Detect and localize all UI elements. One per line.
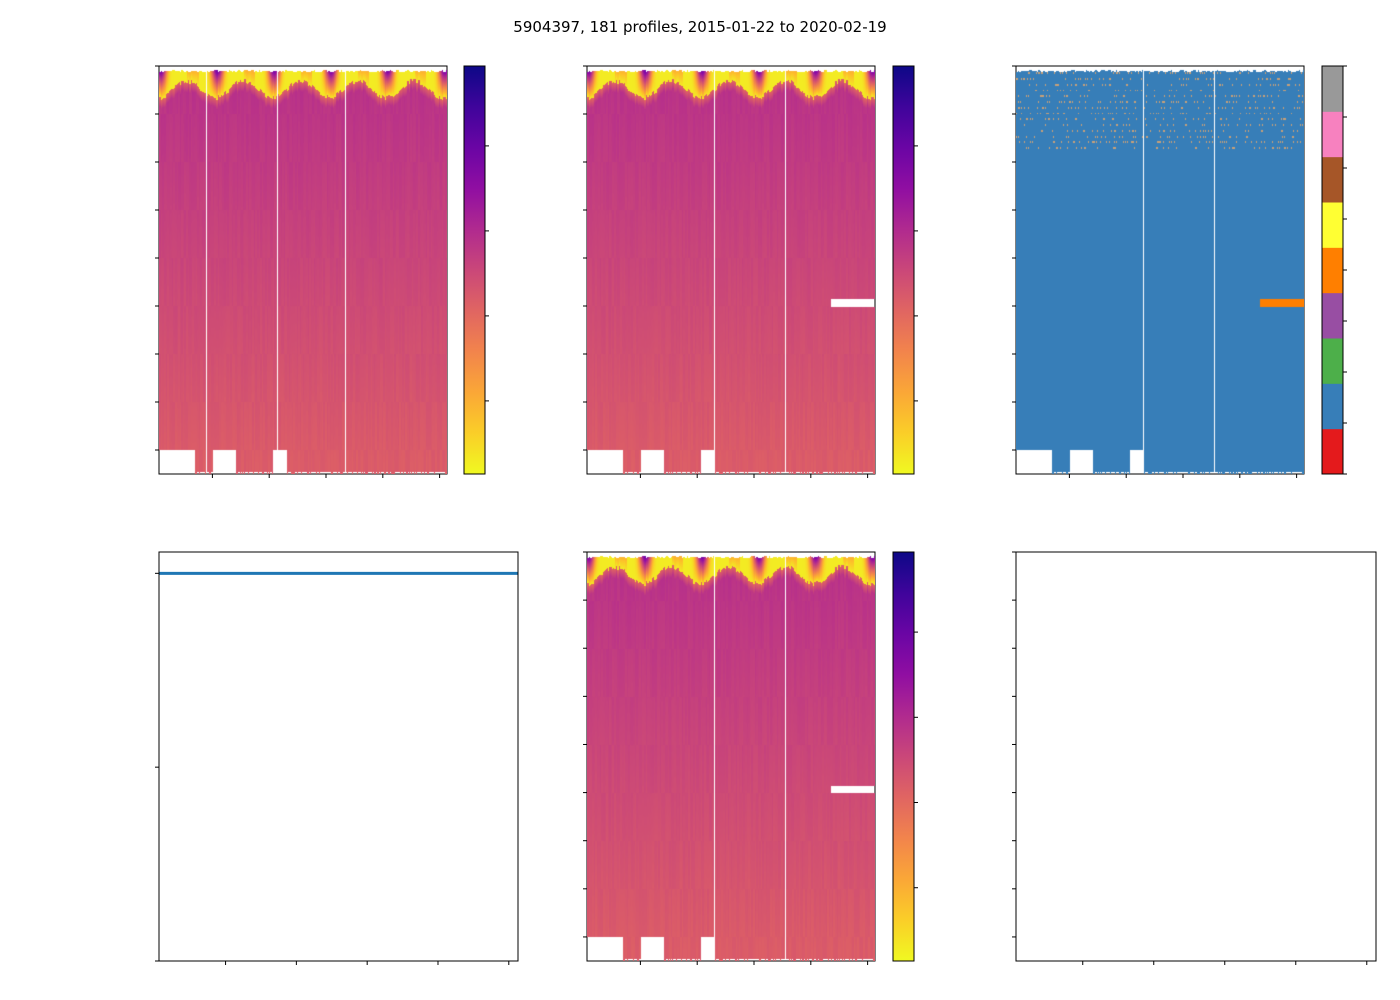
panel-temp_adjusted_qc <box>1012 65 1347 478</box>
colorbar-segment <box>1322 202 1343 248</box>
colorbar-segment <box>1322 156 1343 203</box>
colorbar-segment <box>1322 247 1343 294</box>
axes-frame <box>1015 551 1377 962</box>
colorbar-frame <box>463 65 486 475</box>
colorbar-fill <box>893 552 914 961</box>
axes-frame <box>158 551 519 962</box>
temp_adjusted-heatmap <box>587 66 875 474</box>
temp-heatmap <box>159 66 447 474</box>
colorbar-frame <box>892 551 915 962</box>
colorbar-segment <box>1322 292 1343 339</box>
colorbar-segment <box>1322 338 1343 384</box>
colorbar-fill <box>464 66 485 474</box>
colorbar-segment <box>1322 383 1343 430</box>
temp_adjusted_bgc-heatmap <box>587 552 875 961</box>
suptitle: 5904397, 181 profiles, 2015-01-22 to 202… <box>513 18 886 36</box>
colorbar-segment <box>1322 428 1343 475</box>
panel-outliers <box>1012 551 1377 965</box>
colorbar-segment <box>1322 66 1343 112</box>
colorbar-segment <box>1322 111 1343 158</box>
panel-mode <box>155 551 519 965</box>
colorbar-frame <box>892 65 915 475</box>
temp_adjusted_qc-heatmap <box>1016 66 1304 474</box>
colorbar-fill <box>893 66 914 474</box>
